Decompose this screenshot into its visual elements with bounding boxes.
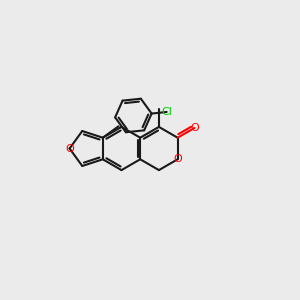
- Text: Cl: Cl: [161, 107, 172, 117]
- Text: O: O: [173, 154, 182, 164]
- Text: O: O: [190, 123, 199, 133]
- Text: O: O: [65, 143, 74, 154]
